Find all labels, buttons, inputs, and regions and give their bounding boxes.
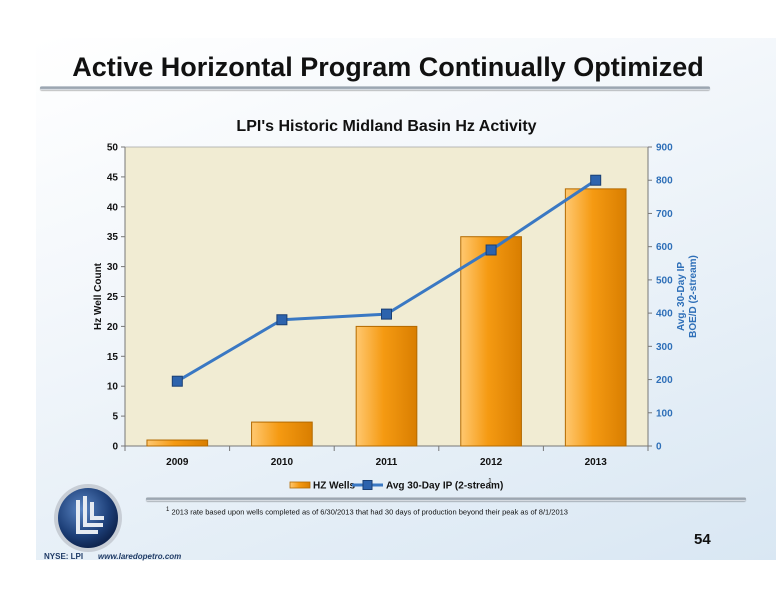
website-link[interactable]: www.laredopetro.com [98,552,182,561]
legend-swatch-bars [289,481,311,489]
title-rule [40,86,710,90]
right-axis-tick-label: 800 [656,176,673,187]
slide-title: Active Horizontal Program Continually Op… [72,52,704,82]
left-axis-tick-label: 20 [107,322,119,333]
legend-superscript: 1 [488,478,492,485]
footnote-text: 2013 rate based upon wells completed as … [171,507,568,517]
x-axis-tick-label: 2009 [166,457,189,468]
right-axis-tick-label: 400 [656,309,673,320]
left-axis-tick-label: 25 [107,292,119,303]
right-axis-tick-label: 0 [656,442,662,453]
line-point-2013 [590,174,602,186]
left-axis-tick-label: 30 [107,262,119,273]
left-axis-tick-label: 45 [107,172,119,183]
footer-rule [146,497,746,501]
left-axis-tick-label: 0 [112,442,118,453]
right-axis-tick-label: 900 [656,143,673,154]
left-axis-tick-label: 5 [112,412,118,423]
x-axis-tick-label: 2012 [480,457,503,468]
footnote-marker: 1 [166,507,170,513]
right-axis-tick-label: 100 [656,408,673,419]
bar-2011 [355,325,418,447]
right-axis-tick-label: 200 [656,375,673,386]
x-axis-tick-label: 2013 [585,457,608,468]
y2-axis-title-line1: Avg. 30-Day IP [676,262,687,331]
ticker-symbol: NYSE: LPI [44,552,84,561]
left-axis-tick-label: 50 [107,143,119,154]
line-point-2010 [276,314,288,326]
x-axis-tick-label: 2011 [376,457,398,468]
right-axis-tick-label: 300 [656,342,673,353]
page-number: 54 [694,531,711,548]
bar-2010 [251,421,313,447]
left-axis-tick-label: 35 [107,232,119,243]
line-point-2009 [171,375,183,387]
legend-label-bars: HZ Wells [313,481,355,492]
left-axis-tick-label: 10 [107,382,119,393]
left-axis-tick-label: 15 [107,352,119,363]
left-axis-tick-label: 40 [107,202,119,213]
company-logo [54,484,122,552]
bar-2009 [146,439,209,447]
x-axis-tick-label: 2010 [271,457,294,468]
bar-2012 [460,236,522,447]
right-axis-tick-label: 500 [656,275,673,286]
right-axis-tick-label: 700 [656,209,673,220]
y2-axis-title-line2: BOE/D (2-stream) [688,255,699,338]
legend-swatch-marker [362,480,373,490]
chart-title: LPI's Historic Midland Basin Hz Activity [236,118,536,135]
line-point-2012 [485,244,497,256]
right-axis-tick-label: 600 [656,242,673,253]
footnote: 1 2013 rate based upon wells completed a… [166,507,568,517]
legend-label-line: Avg 30-Day IP (2-stream) [386,481,503,492]
line-point-2011 [381,308,392,320]
bar-2013 [564,188,627,447]
y-axis-title: Hz Well Count [93,262,104,330]
